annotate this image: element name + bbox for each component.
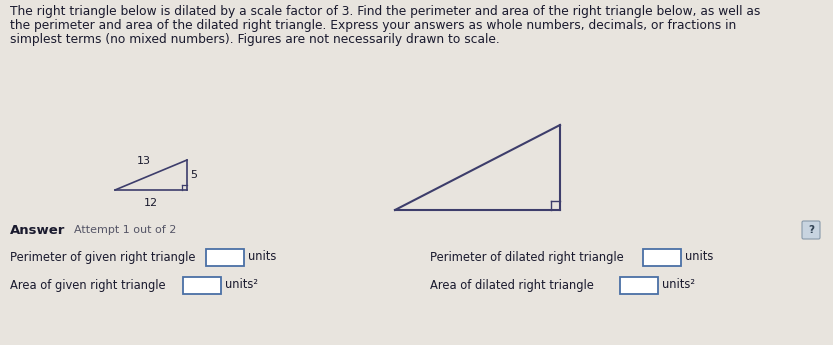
Text: the perimeter and area of the dilated right triangle. Express your answers as wh: the perimeter and area of the dilated ri… <box>10 19 736 32</box>
Text: units²: units² <box>225 278 258 292</box>
Text: Area of dilated right triangle: Area of dilated right triangle <box>430 278 594 292</box>
Text: units²: units² <box>662 278 695 292</box>
Bar <box>183 276 221 294</box>
Text: units: units <box>685 250 713 264</box>
Text: ?: ? <box>808 225 814 235</box>
Text: Perimeter of given right triangle: Perimeter of given right triangle <box>10 250 196 264</box>
Text: Area of given right triangle: Area of given right triangle <box>10 278 166 292</box>
Bar <box>643 248 681 266</box>
FancyBboxPatch shape <box>802 221 820 239</box>
Text: The right triangle below is dilated by a scale factor of 3. Find the perimeter a: The right triangle below is dilated by a… <box>10 5 761 18</box>
Text: Perimeter of dilated right triangle: Perimeter of dilated right triangle <box>430 250 624 264</box>
Text: units: units <box>248 250 277 264</box>
Text: simplest terms (no mixed numbers). Figures are not necessarily drawn to scale.: simplest terms (no mixed numbers). Figur… <box>10 33 500 46</box>
Bar <box>620 276 658 294</box>
Text: 5: 5 <box>190 170 197 180</box>
Text: 12: 12 <box>144 198 158 208</box>
Text: 13: 13 <box>137 157 151 167</box>
Text: Attempt 1 out of 2: Attempt 1 out of 2 <box>74 225 177 235</box>
Text: Answer: Answer <box>10 224 65 237</box>
Bar <box>206 248 244 266</box>
